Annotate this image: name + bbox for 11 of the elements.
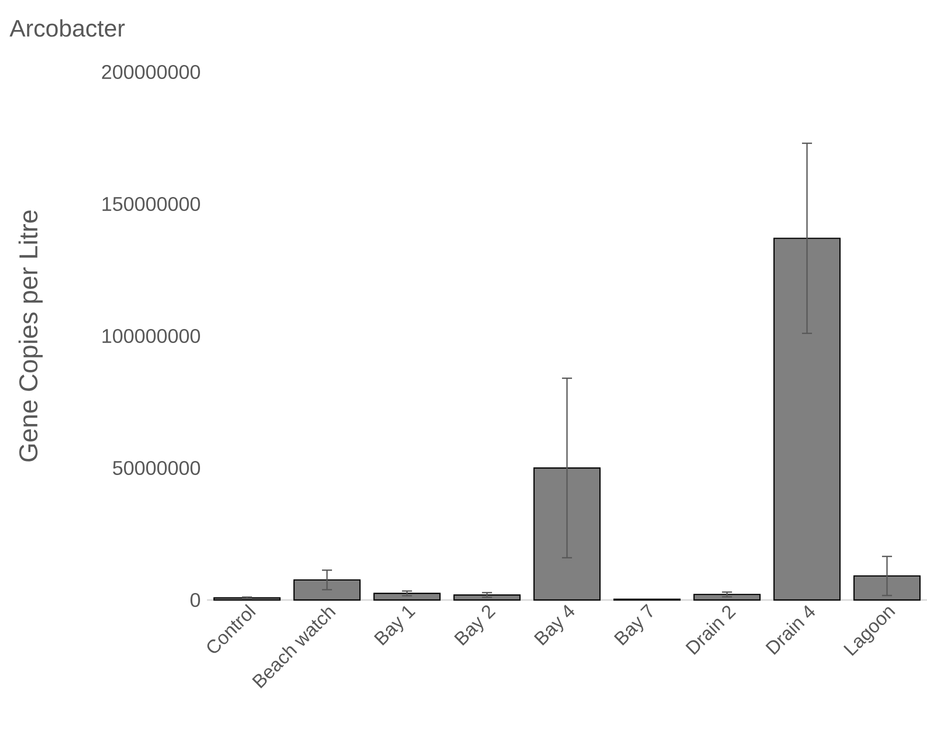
chart-title: Arcobacter xyxy=(10,19,125,37)
x-tick-label: Bay 2 xyxy=(454,605,496,646)
y-tick-label: 100000000 xyxy=(102,328,200,344)
y-tick-label: 150000000 xyxy=(102,196,200,212)
y-tick-label: 200000000 xyxy=(102,64,200,80)
x-tick-label: Bay 7 xyxy=(614,604,652,646)
x-tick-label: Bay 4 xyxy=(534,604,575,646)
y-tick-label: 50000000 xyxy=(112,460,200,476)
y-tick-label: 0 xyxy=(190,592,200,608)
x-tick-label: Bay 1 xyxy=(374,606,416,646)
y-axis-title: Gene Copies per Litre xyxy=(18,210,43,462)
